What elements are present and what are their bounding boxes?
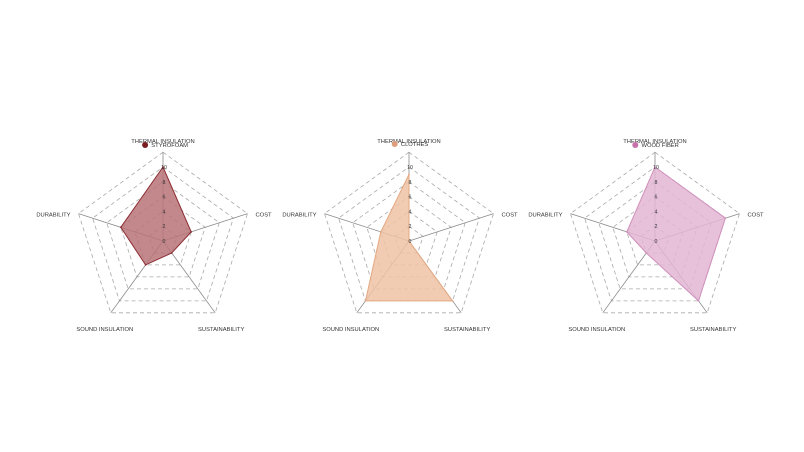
radar-chart-styrofoam: 10 8 6 4 2 0 THERMAL INSULATION COST SUSTAINABIL… [36, 139, 272, 333]
tick-label: 6 [409, 195, 412, 201]
data-point [625, 231, 628, 233]
axis-label-sound-insulation: SOUND INSULATION [568, 327, 625, 333]
data-point [724, 217, 727, 220]
tick-label: 8 [655, 180, 658, 186]
grid-ring [324, 151, 494, 314]
axis-label-thermal-insulation: THERMAL INSULATION [623, 139, 686, 145]
data-point [119, 226, 122, 229]
radar-chart-wood-fiber: 10 8 6 4 2 0 THERMAL INSULATION COST SUSTAINABIL… [528, 139, 764, 333]
tick-label: 0 [409, 239, 412, 245]
legend-marker [391, 141, 398, 147]
tick-label: 2 [655, 224, 658, 230]
data-point [451, 300, 454, 302]
grid-ring [570, 151, 740, 314]
data-point [379, 231, 382, 233]
data-point [144, 264, 147, 266]
data-point [170, 252, 173, 254]
axis-label-cost: COST [256, 213, 273, 219]
tick-label: 10 [407, 165, 413, 171]
axis-label-durability: DURABILITY [282, 213, 316, 219]
axis-label-thermal-insulation: THERMAL INSULATION [377, 139, 440, 145]
tick-label: 0 [655, 239, 658, 245]
axis-label-cost: COST [502, 213, 519, 219]
data-point [645, 252, 648, 254]
axis-label-thermal-insulation: THERMAL INSULATION [131, 139, 194, 145]
tick-label: 4 [655, 209, 658, 215]
tick-label: 8 [409, 180, 412, 186]
data-point [697, 300, 700, 302]
data-point [364, 300, 367, 302]
data-point [190, 231, 193, 233]
tick-label: 6 [655, 195, 658, 201]
tick-label: 10 [161, 165, 167, 171]
legend-marker [142, 142, 149, 148]
axis-label-sustainability: SUSTAINABILITY [198, 327, 244, 333]
grid-ring [106, 181, 220, 290]
grid-ring [78, 151, 248, 314]
data-point [162, 166, 164, 168]
grid-ring [92, 166, 234, 302]
grid-ring [352, 181, 466, 290]
tick-label: 8 [163, 180, 166, 186]
tick-label: 6 [163, 195, 166, 201]
axis-label-cost: COST [748, 213, 765, 219]
legend-label: STYROFOAM [151, 143, 188, 149]
axis-label-sustainability: SUSTAINABILITY [690, 327, 736, 333]
axis-label-durability: DURABILITY [36, 213, 70, 219]
data-area-clothes [364, 174, 454, 302]
legend-label: CLOTHES [401, 142, 429, 148]
tick-label: 2 [409, 224, 412, 230]
data-point [408, 240, 410, 242]
axis-line [408, 213, 494, 242]
axis-label-durability: DURABILITY [528, 213, 562, 219]
tick-label: 4 [163, 209, 166, 215]
legend-marker [632, 142, 639, 148]
legend-label: WOOD FIBER [642, 143, 679, 149]
axis-label-sound-insulation: SOUND INSULATION [322, 327, 379, 333]
grid-ring [366, 196, 452, 278]
tick-label: 2 [163, 224, 166, 230]
data-area-styrofoam [120, 165, 192, 266]
data-point [408, 173, 410, 176]
radar-chart-clothes: 10 8 6 4 2 0 THERMAL INSULATION COST SUSTAINABIL… [282, 139, 518, 333]
axis-label-sustainability: SUSTAINABILITY [444, 327, 490, 333]
tick-label: 4 [409, 209, 412, 215]
tick-label: 0 [163, 239, 166, 245]
tick-label: 10 [653, 165, 659, 171]
data-area-wood-fiber [626, 166, 726, 302]
data-point [654, 166, 656, 168]
axis-label-sound-insulation: SOUND INSULATION [76, 327, 133, 333]
